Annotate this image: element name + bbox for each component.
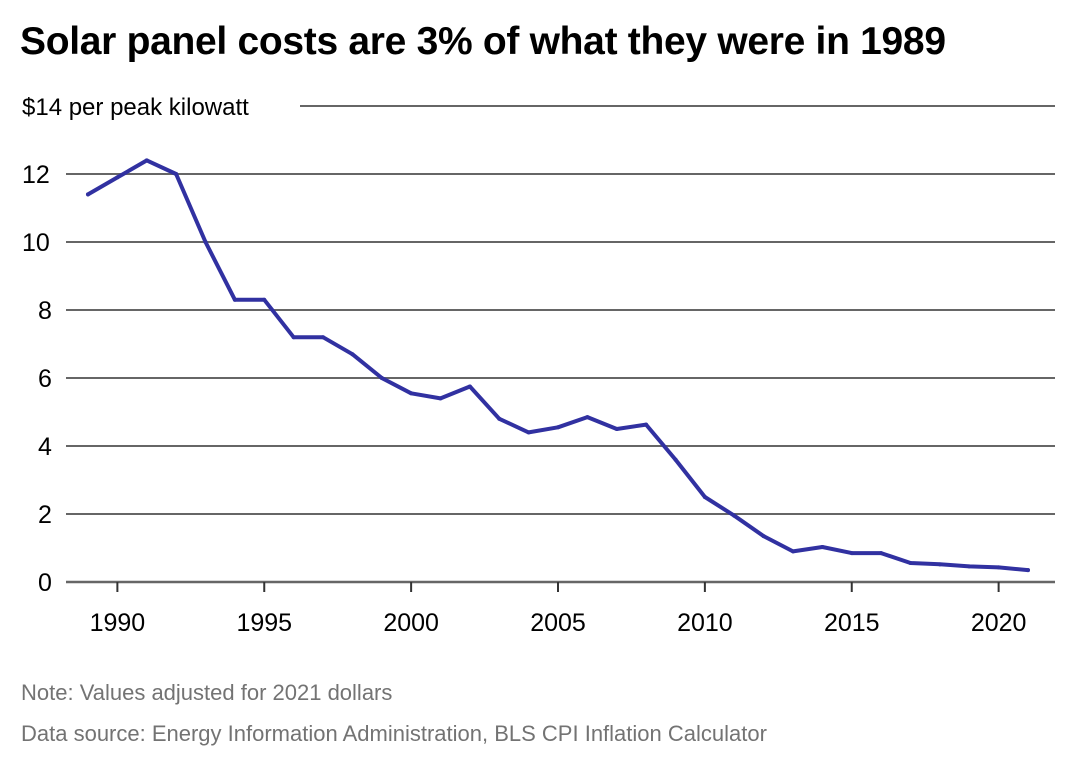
x-tick-label: 2010 (677, 609, 733, 637)
x-tick-label: 2005 (530, 609, 586, 637)
x-axis: 1990 1995 2000 2005 2010 2015 2020 (90, 582, 1027, 637)
series-line-path (86, 158, 1030, 573)
chart-title: Solar panel costs are 3% of what they we… (20, 20, 946, 63)
data-point (967, 564, 972, 569)
y-tick-label: 6 (38, 365, 52, 393)
data-point (497, 416, 502, 421)
series-line (86, 158, 1030, 573)
data-point (585, 415, 590, 420)
x-tick-label: 2020 (971, 609, 1027, 637)
y-tick-label: 4 (38, 433, 52, 461)
data-point (232, 297, 237, 302)
y-tick-label: 0 (38, 569, 52, 597)
data-point (791, 549, 795, 554)
data-point (291, 335, 296, 340)
data-point (203, 240, 208, 244)
data-point (86, 192, 90, 197)
data-point (409, 391, 414, 396)
data-point (144, 158, 149, 163)
data-point (732, 513, 737, 518)
data-point (115, 175, 120, 180)
data-point (1026, 568, 1030, 573)
data-point (350, 352, 355, 357)
note-text: Note: Values adjusted for 2021 dollars (21, 680, 393, 705)
y-tick-label: 2 (38, 501, 52, 529)
x-tick-label: 1990 (90, 609, 146, 637)
source-text: Data source: Energy Information Administ… (21, 721, 767, 746)
data-point (849, 551, 854, 556)
data-point (937, 562, 942, 567)
data-point (467, 384, 472, 389)
data-point (262, 297, 267, 302)
data-point (526, 430, 531, 435)
data-point (820, 544, 825, 549)
y-tick-label: 12 (22, 161, 50, 189)
x-tick-label: 1995 (236, 609, 292, 637)
line-chart: 0 2 4 6 8 10 12 $14 per peak kilowatt 1990 1995 2… (22, 94, 1055, 637)
data-point (879, 551, 884, 556)
y-axis-title: $14 per peak kilowatt (22, 94, 249, 121)
y-axis-labels: 0 2 4 6 8 10 12 $14 per peak kilowatt (22, 94, 249, 597)
data-point (556, 425, 560, 430)
data-point (702, 495, 707, 499)
x-tick-label: 2000 (383, 609, 439, 637)
x-tick-label: 2015 (824, 609, 880, 637)
data-point (673, 457, 678, 462)
data-point (761, 534, 766, 539)
y-tick-label: 10 (22, 229, 50, 257)
data-point (174, 172, 179, 176)
data-point (996, 565, 1001, 570)
data-point (379, 376, 384, 380)
data-point (614, 427, 619, 431)
data-point (644, 422, 649, 427)
gridlines (66, 105, 1055, 584)
y-tick-label: 8 (38, 297, 52, 325)
data-point (908, 560, 913, 565)
data-point (438, 396, 443, 401)
data-point (321, 335, 325, 340)
